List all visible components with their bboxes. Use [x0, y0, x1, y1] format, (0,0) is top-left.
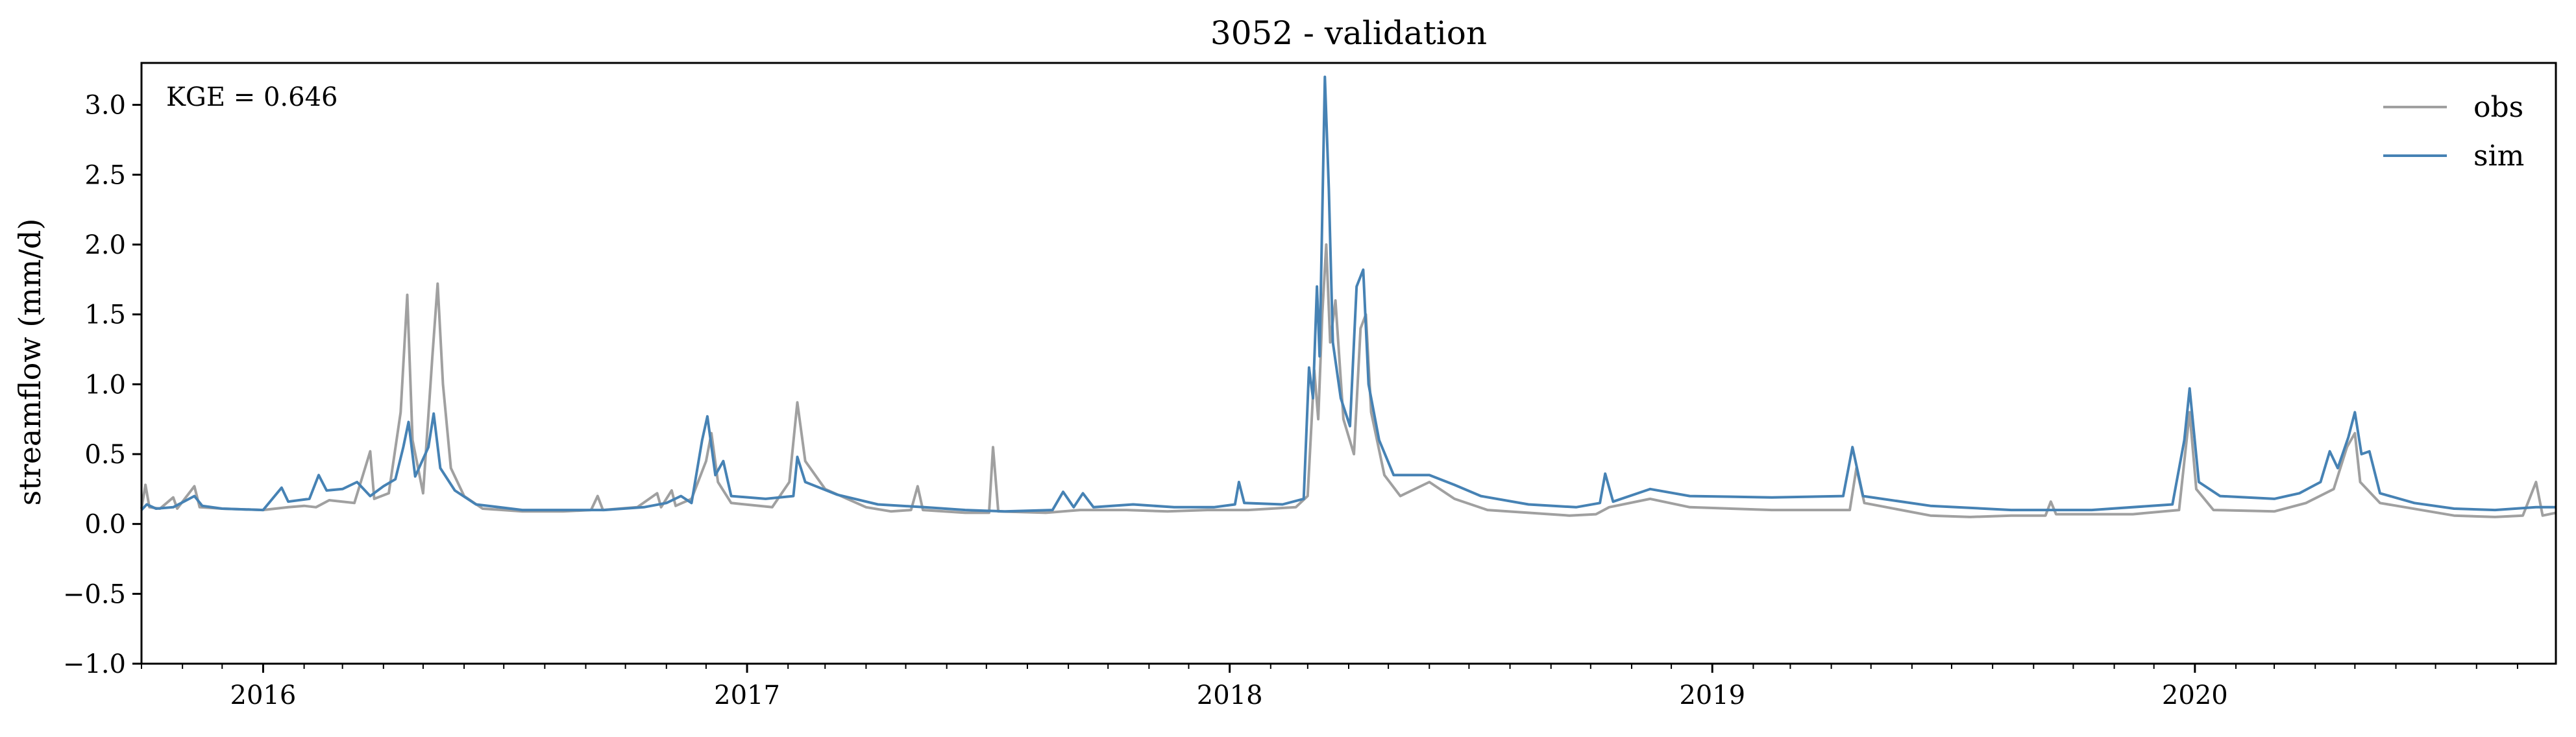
- y-tick-label: 2.5: [84, 160, 126, 190]
- y-tick-label: 0.5: [84, 440, 126, 470]
- legend-label-obs: obs: [2473, 91, 2523, 124]
- y-tick-label: 0.0: [84, 510, 126, 540]
- y-axis-label: streamflow (mm/d): [12, 219, 47, 506]
- x-tick-label: 2019: [1679, 681, 1745, 710]
- kge-annotation: KGE = 0.646: [166, 82, 338, 112]
- plot-frame: [140, 62, 2557, 665]
- legend-label-sim: sim: [2473, 139, 2524, 173]
- x-tick-label: 2016: [230, 681, 297, 710]
- y-tick-label: 1.5: [84, 300, 126, 330]
- series-line-sim: [140, 75, 2556, 513]
- series-line-obs: [140, 243, 2557, 518]
- y-tick-label: 3.0: [84, 91, 126, 121]
- x-tick-label: 2020: [2162, 681, 2228, 710]
- y-tick-label: 2.0: [84, 230, 126, 260]
- plot-area: [140, 75, 2557, 518]
- x-tick-label: 2017: [714, 681, 780, 710]
- chart-title: 3052 - validation: [1210, 14, 1487, 52]
- x-tick-label: 2018: [1197, 681, 1263, 710]
- y-tick-label: −1.0: [63, 649, 126, 679]
- legend: obs sim: [2383, 91, 2524, 173]
- y-tick-label: 1.0: [84, 370, 126, 400]
- y-tick-label: −0.5: [63, 579, 126, 609]
